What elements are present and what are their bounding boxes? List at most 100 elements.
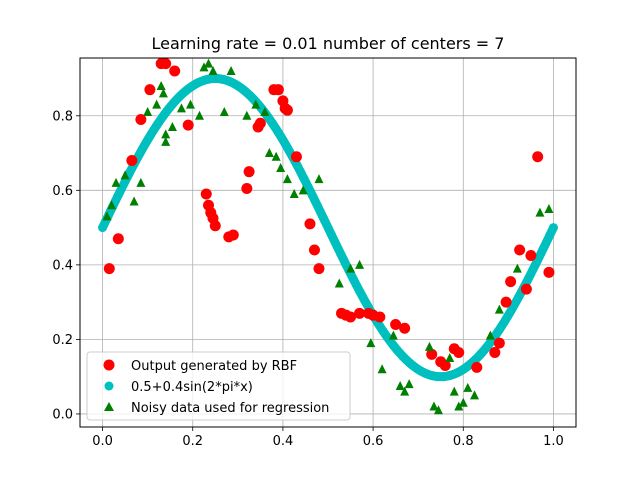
rbf-output-point: [500, 296, 512, 308]
noisy-data-point: [226, 66, 236, 76]
noisy-data-point: [470, 390, 480, 400]
rbf-output-point: [354, 307, 366, 319]
rbf-output-point: [304, 218, 316, 230]
rbf-output-point: [254, 117, 266, 129]
rbf-output-point: [227, 229, 239, 241]
noisy-data-point: [264, 148, 274, 158]
noisy-data-point: [185, 99, 195, 109]
noisy-data-point: [458, 397, 468, 407]
noisy-data-point: [161, 129, 171, 139]
noisy-data-point: [445, 353, 455, 363]
rbf-output-point: [471, 361, 483, 373]
legend-noisy-marker: [104, 402, 114, 411]
noisy-data-point: [276, 162, 286, 172]
axes-frame: [79, 57, 577, 428]
rbf-output-point: [514, 244, 526, 256]
legend-noisy-label: Noisy data used for regression: [131, 401, 329, 416]
noisy-data-point: [377, 364, 387, 374]
noisy-data-point: [433, 405, 443, 415]
y-tick-label: 0.2: [52, 333, 73, 348]
x-tick-label: 1.0: [543, 434, 564, 449]
noisy-data-point: [485, 330, 495, 340]
rbf-output-point: [160, 58, 172, 70]
legend: Output generated by RBF 0.5+0.4sin(2*pi*…: [86, 351, 351, 421]
noisy-data-point: [158, 88, 168, 98]
noisy-data-point: [494, 304, 504, 314]
y-tick-label: 0.0: [52, 407, 73, 422]
noisy-data-point: [176, 103, 186, 113]
y-axis-ticks: 0.0 0.2 0.4 0.6 0.8: [52, 109, 80, 422]
noisy-data-point: [251, 99, 261, 109]
rbf-output-point: [426, 348, 438, 360]
rbf-output-point: [439, 360, 451, 371]
noisy-data-point: [463, 382, 473, 392]
rbf-output-point: [453, 346, 465, 358]
rbf-output-point: [520, 283, 532, 295]
noisy-data-point: [298, 185, 308, 195]
plot-area: [79, 57, 577, 428]
noisy-data-point: [404, 379, 414, 389]
noisy-data-point: [194, 110, 204, 120]
noisy-data-point: [395, 381, 405, 390]
noisy-data-point: [120, 170, 130, 180]
noisy-data-point: [204, 58, 214, 68]
noisy-data-point: [314, 174, 324, 184]
noisy-data-point: [219, 107, 229, 117]
rbf-output-point: [525, 250, 537, 262]
rbf-output-point: [281, 104, 293, 116]
noisy-data-point: [208, 66, 218, 76]
noisy-data-point: [271, 151, 281, 161]
noisy-data-point: [535, 207, 545, 217]
noisy-data-point: [544, 203, 554, 213]
noisy-data-point: [334, 278, 344, 288]
rbf-output-point: [209, 220, 221, 232]
rbf-output-point: [126, 155, 138, 166]
legend-sine-label: 0.5+0.4sin(2*pi*x): [131, 380, 253, 395]
noisy-data-point: [424, 341, 434, 351]
noisy-data-point: [366, 338, 376, 348]
x-axis-ticks: 0.0 0.2 0.4 0.6 0.8 1.0: [92, 427, 564, 449]
noisy-data-point: [454, 401, 464, 411]
noisy-data-point: [161, 136, 171, 146]
rbf-output-point: [345, 311, 357, 323]
noisy-data-point: [111, 177, 121, 187]
rbf-output-point: [493, 337, 505, 349]
legend-rbf-label: Output generated by RBF: [131, 359, 297, 374]
noisy-data-point: [429, 401, 439, 411]
x-tick-label: 0.4: [273, 434, 294, 449]
noisy-data-point: [102, 211, 112, 221]
rbf-output-point: [200, 188, 212, 200]
noisy-data-point: [152, 99, 162, 109]
noisy-data-point: [143, 107, 153, 117]
rbf-output-point: [182, 119, 194, 131]
noisy-data-point: [355, 259, 365, 269]
noisy-data-point: [260, 107, 270, 117]
noisy-data-point: [512, 263, 522, 273]
legend-rbf-marker: [103, 359, 115, 371]
rbf-output-point: [272, 84, 284, 96]
noisy-data-point: [129, 196, 139, 206]
rbf-output-series: [103, 58, 555, 373]
y-tick-label: 0.8: [52, 109, 73, 124]
noisy-data-series: [102, 58, 554, 415]
rbf-output-point: [135, 114, 147, 125]
noisy-data-point: [199, 62, 209, 72]
y-tick-label: 0.4: [52, 258, 73, 273]
noisy-data-point: [136, 177, 146, 187]
rbf-output-point: [543, 266, 555, 278]
noisy-data-point: [289, 189, 299, 199]
x-tick-label: 0.0: [92, 434, 113, 449]
rbf-output-point: [308, 244, 320, 256]
rbf-output-point: [112, 233, 124, 245]
noisy-data-point: [282, 174, 292, 184]
x-tick-label: 0.6: [363, 434, 384, 449]
noisy-data-point: [449, 386, 459, 396]
sine-curve-point: [548, 223, 558, 233]
rbf-output-point: [144, 84, 156, 96]
noisy-data-point: [346, 263, 356, 273]
noisy-data-point: [388, 330, 398, 340]
noisy-data-point: [167, 121, 177, 131]
rbf-output-point: [243, 166, 255, 178]
rbf-output-point: [390, 319, 402, 330]
noisy-data-point: [107, 200, 117, 210]
